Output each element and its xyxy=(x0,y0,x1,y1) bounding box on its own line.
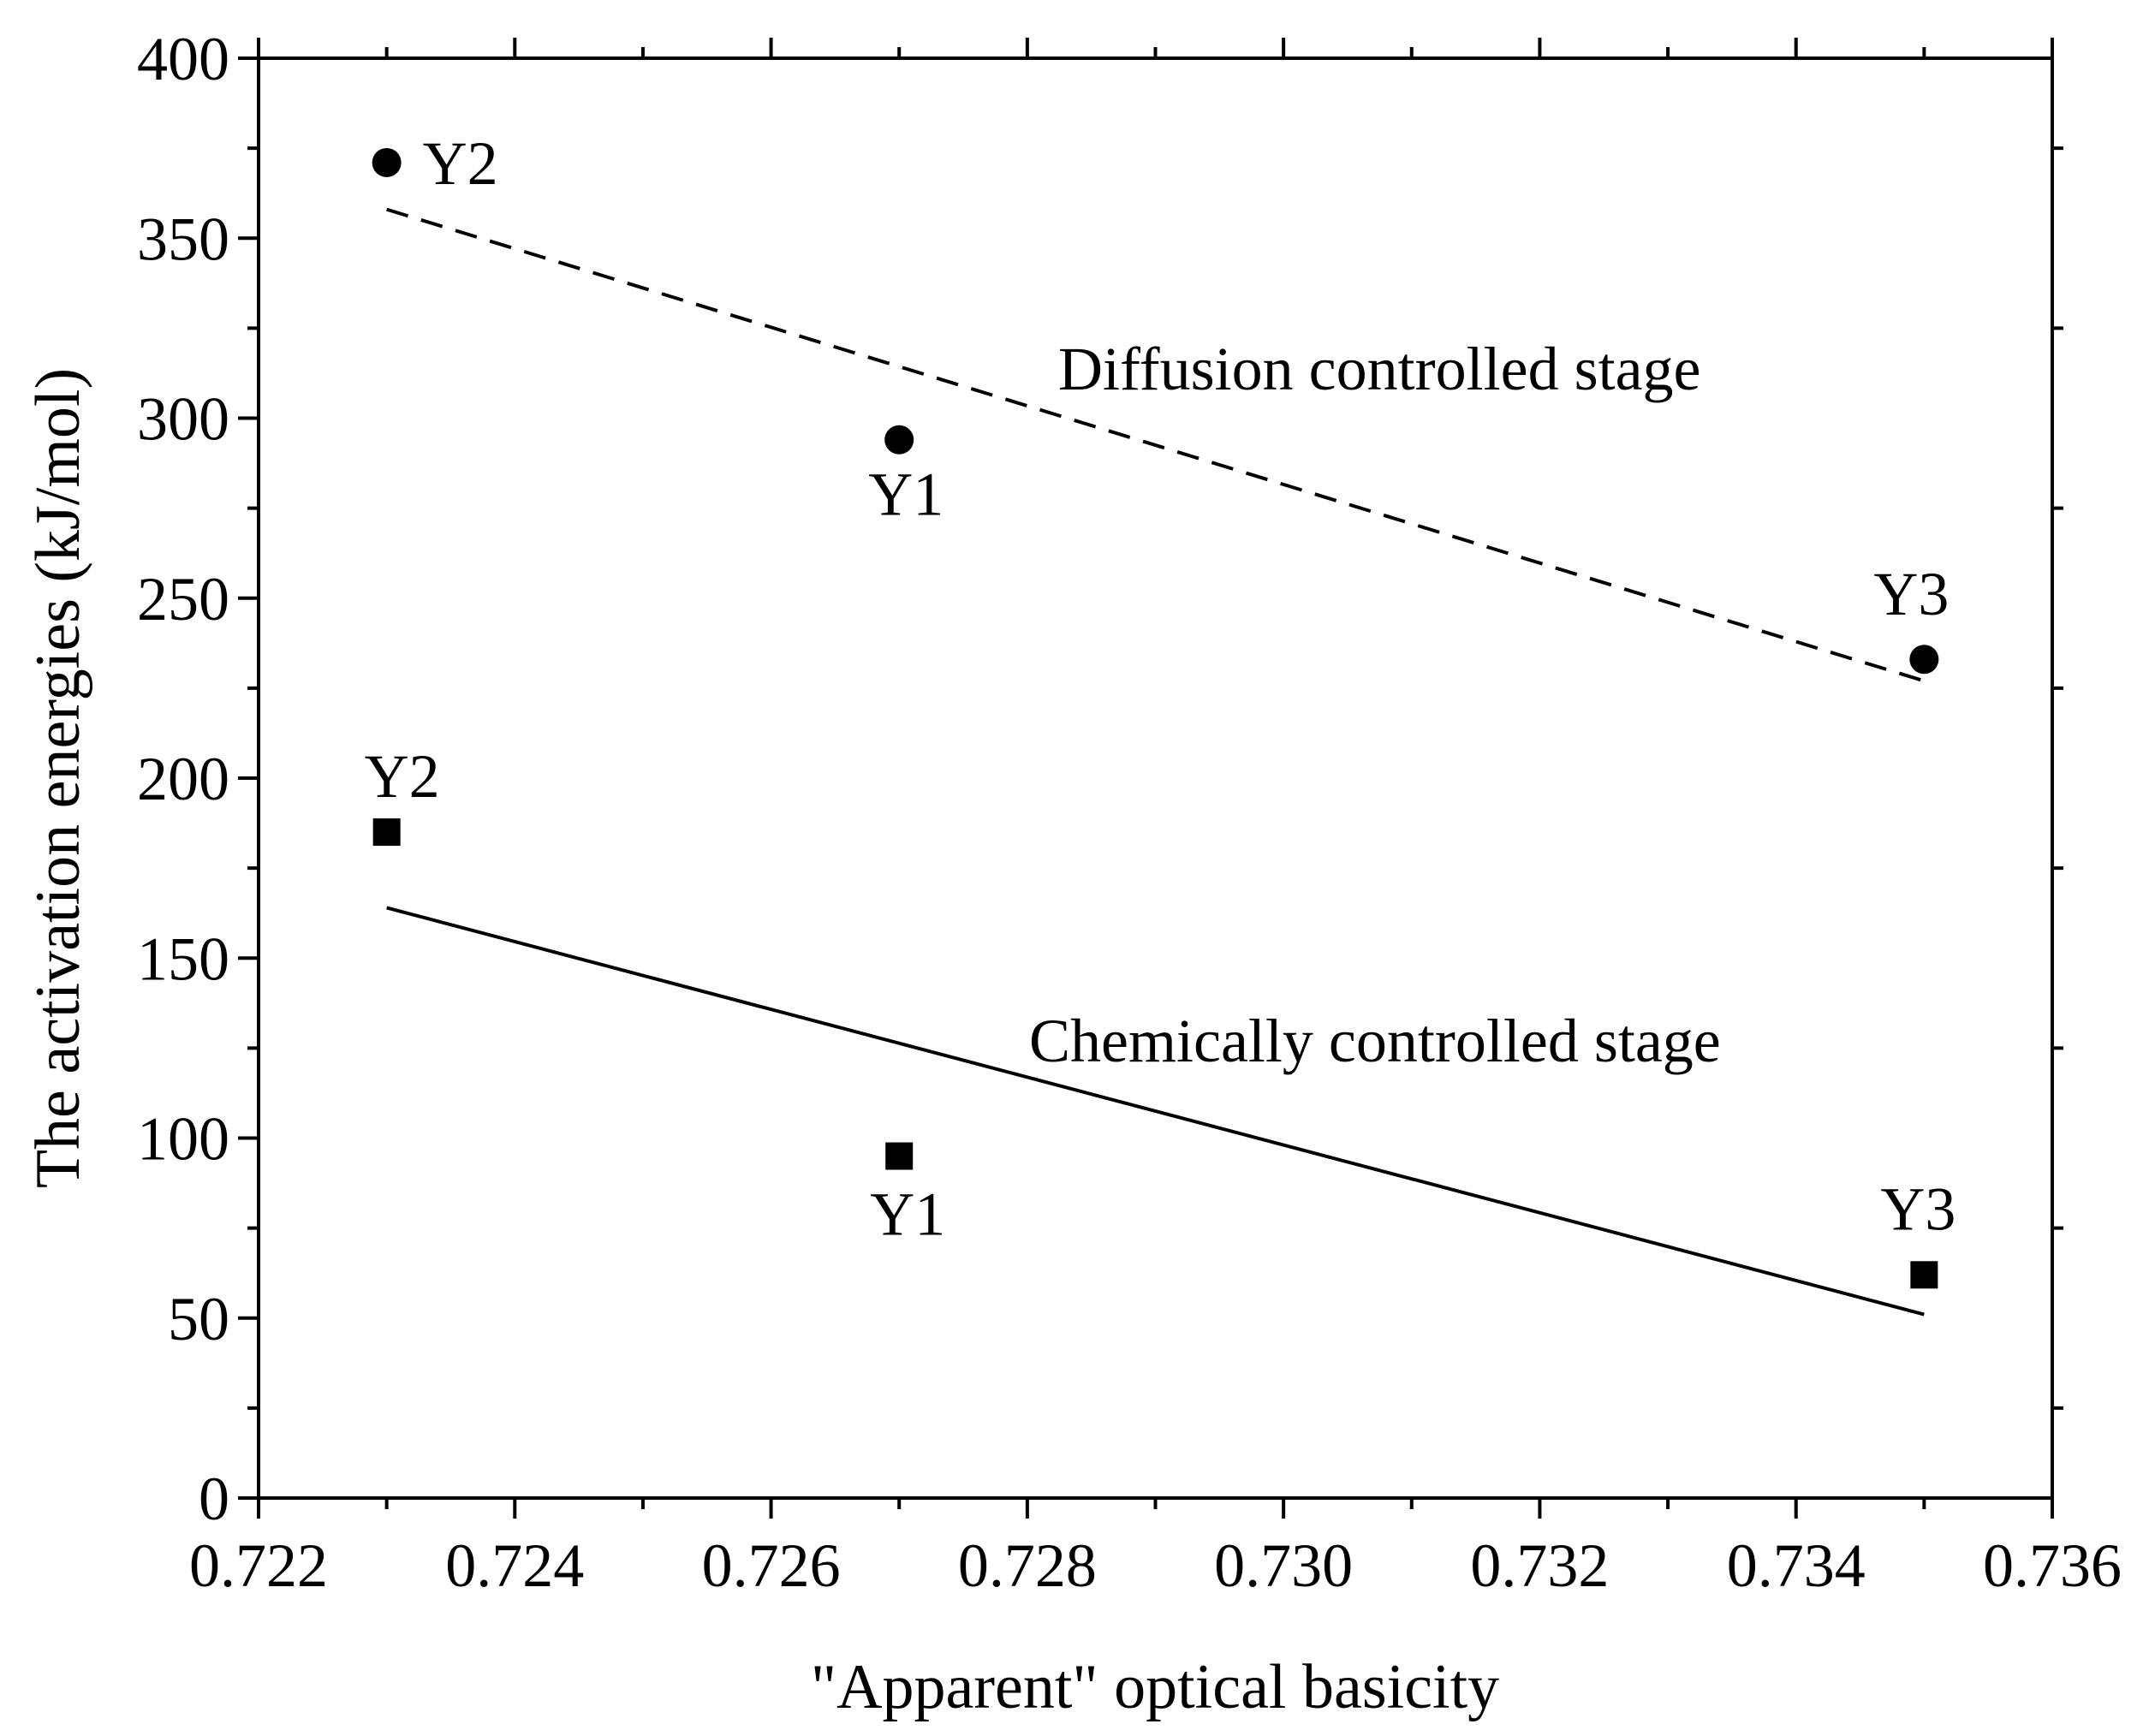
y-tick-label: 100 xyxy=(137,1105,229,1174)
point-label: Y2 xyxy=(423,129,498,198)
x-tick-label: 0.728 xyxy=(958,1531,1097,1600)
chemical-fit-line xyxy=(386,906,1925,1317)
point-label: Y2 xyxy=(365,742,440,811)
plot-frame xyxy=(257,56,2054,1500)
circle-marker xyxy=(884,425,914,455)
x-tick-label: 0.722 xyxy=(189,1531,328,1600)
square-marker xyxy=(885,1142,914,1170)
y-tick-label: 150 xyxy=(137,924,229,993)
fit-lines xyxy=(386,207,1925,1317)
x-tick-label: 0.726 xyxy=(702,1531,841,1600)
series-label-diffusion: Diffusion controlled stage xyxy=(1058,335,1701,403)
data-markers xyxy=(372,147,1939,1289)
y-axis-title: The activation energies (kJ/mol) xyxy=(23,368,93,1188)
circle-marker xyxy=(372,147,402,177)
x-tick-label: 0.724 xyxy=(445,1531,584,1600)
point-label: Y3 xyxy=(1873,560,1949,628)
x-tick-label: 0.736 xyxy=(1983,1531,2122,1600)
square-marker xyxy=(372,818,401,847)
point-label: Y1 xyxy=(868,461,944,529)
axis-tick-labels: 0.722 0.724 0.726 0.728 0.730 0.732 0.734 0.736… xyxy=(137,25,2122,1600)
diffusion-fit-line xyxy=(386,207,1925,683)
circle-marker xyxy=(1909,645,1939,675)
point-label: Y3 xyxy=(1880,1174,1956,1243)
series-label-chemical: Chemically controlled stage xyxy=(1029,1007,1721,1075)
y-tick-label: 250 xyxy=(137,565,229,633)
point-annotations: Y2 Y1 Y3 Y2 Y1 Y3 xyxy=(365,129,1956,1249)
square-marker xyxy=(1910,1261,1938,1289)
axis-ticks xyxy=(238,38,2063,1519)
x-tick-label: 0.730 xyxy=(1214,1531,1353,1600)
y-tick-label: 0 xyxy=(199,1465,229,1533)
x-axis-title: "Apparent" optical basicity xyxy=(811,1652,1499,1722)
y-tick-label: 400 xyxy=(137,25,229,93)
point-label: Y1 xyxy=(870,1180,945,1249)
y-tick-label: 350 xyxy=(137,205,229,273)
y-tick-label: 300 xyxy=(137,385,229,454)
x-tick-label: 0.734 xyxy=(1727,1531,1866,1600)
y-tick-label: 200 xyxy=(137,745,229,813)
y-tick-label: 50 xyxy=(168,1285,229,1353)
x-tick-label: 0.732 xyxy=(1470,1531,1609,1600)
